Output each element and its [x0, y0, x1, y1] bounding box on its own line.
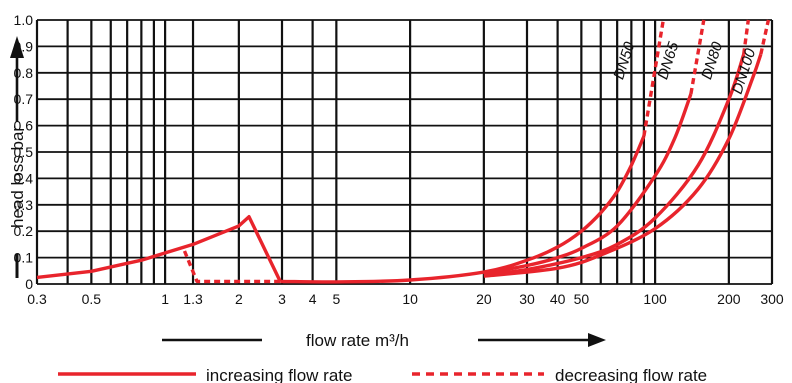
x-tick-label: 30 [519, 291, 535, 307]
y-tick-label: 0.7 [14, 91, 34, 107]
x-tick-label: 1 [161, 291, 169, 307]
solid-series-line [280, 135, 646, 284]
y-tick-label: 0.5 [14, 144, 34, 160]
y-tick-label: 0.6 [14, 118, 34, 134]
dn-labels: DN50 DN65 DN80 DN100 [610, 39, 759, 96]
x-tick-label: 50 [574, 291, 590, 307]
x-tick-label: 0.3 [27, 291, 47, 307]
y-tick-label: 0.2 [14, 223, 34, 239]
y-tick-label: 0.3 [14, 197, 34, 213]
x-tick-label: 300 [760, 291, 784, 307]
dashed-series-line [759, 19, 771, 55]
y-tick-label: 0 [25, 276, 33, 292]
y-tick-label: 1.0 [14, 12, 34, 28]
x-tick-label: 1.3 [183, 291, 203, 307]
x-tick-label: 40 [550, 291, 566, 307]
y-axis-title: head loss bar [8, 126, 27, 228]
dashed-series-line [689, 19, 706, 95]
x-tick-label: 20 [476, 291, 492, 307]
x-tick-label: 3 [278, 291, 286, 307]
legend-label-increasing: increasing flow rate [206, 366, 352, 383]
x-tick-label: 200 [717, 291, 741, 307]
x-tick-label: 10 [402, 291, 418, 307]
x-tick-label: 100 [643, 291, 667, 307]
y-title-arrowhead [10, 36, 24, 58]
y-tick-labels: 00.10.20.30.40.50.60.70.80.91.0 [14, 12, 34, 292]
x-tick-label: 4 [309, 291, 317, 307]
curves [36, 19, 771, 284]
x-axis-title: flow rate m³/h [306, 331, 409, 350]
solid-series-line [483, 53, 763, 278]
solid-series-line [483, 93, 693, 276]
solid-series-line [483, 53, 746, 277]
x-tick-labels: 0.3 0.5 1 1.3 2 3 4 5 10 20 30 40 50 100 200 300 [27, 291, 784, 307]
grid [35, 19, 774, 285]
dashed-series-line [742, 19, 750, 55]
x-tick-label: 2 [235, 291, 243, 307]
x-tick-label: 5 [332, 291, 340, 307]
dashed-series-line [182, 250, 281, 284]
legend-label-decreasing: decreasing flow rate [555, 366, 707, 383]
x-title-arrowhead [588, 333, 606, 347]
y-tick-label: 0.8 [14, 65, 34, 81]
y-tick-label: 0.4 [14, 170, 34, 186]
x-tick-label: 0.5 [82, 291, 102, 307]
solid-series-line [36, 215, 282, 283]
